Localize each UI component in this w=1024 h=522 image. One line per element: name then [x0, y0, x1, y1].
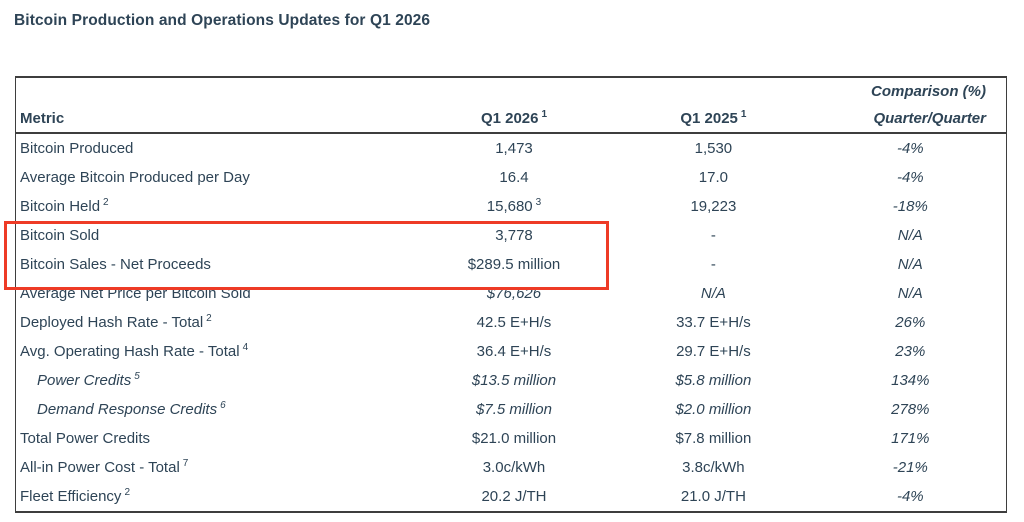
- q1-2025-cell: 19,223: [690, 198, 737, 215]
- comparison-cell: -4%: [896, 488, 924, 505]
- q1-2025-cell: $7.8 million: [675, 430, 752, 447]
- table-row-avg-operating-hash-rate: Avg. Operating Hash Rate - Total 4 36.4 E…: [16, 337, 1006, 366]
- q1-2025-cell: 3.8c/kWh: [682, 459, 745, 476]
- comparison-cell: -18%: [892, 198, 928, 215]
- q1-2025-cell: 21.0 J/TH: [680, 488, 746, 505]
- table-row-deployed-hash-rate: Deployed Hash Rate - Total 2 42.5 E+H/s 3…: [16, 308, 1006, 337]
- metric-cell: Total Power Credits: [20, 430, 151, 447]
- metric-column-header: Metric: [16, 104, 416, 134]
- comparison-header-line1: Comparison (%): [870, 82, 986, 100]
- metric-cell: Deployed Hash Rate - Total 2: [20, 313, 212, 332]
- q1-2026-cell: 3,778: [495, 227, 533, 244]
- comparison-cell: 134%: [891, 372, 930, 389]
- q1-2026-cell: 42.5 E+H/s: [476, 314, 552, 331]
- table-row-avg-bitcoin-per-day: Average Bitcoin Produced per Day 16.4 17…: [16, 163, 1006, 192]
- comparison-cell: N/A: [897, 256, 923, 273]
- q1-2026-cell: 36.4 E+H/s: [476, 343, 552, 360]
- table-row-avg-net-price: Average Net Price per Bitcoin Sold $76,6…: [16, 279, 1006, 308]
- q1-2025-cell: $2.0 million: [675, 401, 752, 418]
- comparison-cell: 23%: [895, 343, 926, 360]
- metric-cell: Bitcoin Sold: [20, 227, 100, 244]
- q1-2025-cell: 29.7 E+H/s: [676, 343, 751, 360]
- table-row-bitcoin-sold: Bitcoin Sold 3,778 - N/A: [16, 221, 1006, 250]
- table-row-bitcoin-sales-net-proceeds: Bitcoin Sales - Net Proceeds $289.5 mill…: [16, 250, 1006, 279]
- q1-2025-cell: 1,530: [694, 140, 733, 157]
- metric-cell: Bitcoin Produced: [20, 140, 134, 157]
- q1-2025-cell: 33.7 E+H/s: [676, 314, 751, 331]
- metrics-table: Comparison (%) Metric Q1 2026 1 Q1 2025 1 …: [15, 76, 1007, 513]
- table-row-bitcoin-produced: Bitcoin Produced 1,473 1,530 -4%: [16, 133, 1006, 163]
- q1-2026-cell: $76,626: [486, 285, 542, 302]
- q1-2026-cell: $13.5 million: [471, 372, 557, 389]
- table-row-fleet-efficiency: Fleet Efficiency 2 20.2 J/TH 21.0 J/TH -4…: [16, 482, 1006, 511]
- comparison-cell: -4%: [896, 140, 924, 157]
- comparison-cell: N/A: [897, 227, 923, 244]
- comparison-cell: N/A: [897, 285, 923, 302]
- comparison-cell: -4%: [896, 169, 924, 186]
- q1-2026-cell: $21.0 million: [471, 430, 557, 447]
- q1-2026-cell: $7.5 million: [476, 401, 552, 418]
- q1-2025-cell: -: [710, 227, 716, 244]
- q1-2026-column-header: Q1 2026 1: [415, 104, 613, 134]
- q1-2026-cell: 15,680 3: [486, 197, 542, 216]
- metric-cell: Demand Response Credits 6: [37, 400, 226, 419]
- comparison-cell: 26%: [895, 314, 926, 331]
- table-row-power-credits: Power Credits 5 $13.5 million $5.8 millio…: [16, 366, 1006, 395]
- header-row-1: Comparison (%): [16, 78, 1006, 104]
- comparison-cell: -21%: [892, 459, 928, 476]
- q1-2026-cell: 3.0c/kWh: [482, 459, 546, 476]
- q1-2026-cell: 20.2 J/TH: [481, 488, 547, 505]
- table-row-bitcoin-held: Bitcoin Held 2 15,680 3 19,223 -18%: [16, 192, 1006, 221]
- header-row-2: Metric Q1 2026 1 Q1 2025 1 Quarter/Quarter: [16, 104, 1006, 134]
- metric-cell: Bitcoin Sales - Net Proceeds: [20, 256, 211, 273]
- metric-cell: Power Credits 5: [37, 371, 140, 390]
- comparison-header-line2: Quarter/Quarter: [814, 104, 1006, 134]
- metric-cell: Bitcoin Held 2: [20, 197, 109, 216]
- comparison-cell: 171%: [891, 430, 930, 447]
- table-row-total-power-credits: Total Power Credits $21.0 million $7.8 m…: [16, 424, 1006, 453]
- q1-2025-cell: 17.0: [698, 169, 728, 186]
- q1-2025-cell: N/A: [700, 285, 726, 302]
- table-row-all-in-power-cost: All-in Power Cost - Total 7 3.0c/kWh 3.8c…: [16, 453, 1006, 482]
- q1-2026-cell: 16.4: [499, 169, 529, 186]
- q1-2026-cell: 1,473: [495, 140, 533, 157]
- metric-cell: Average Bitcoin Produced per Day: [20, 169, 250, 186]
- q1-2025-cell: $5.8 million: [675, 372, 752, 389]
- q1-2025-cell: -: [710, 256, 716, 273]
- comparison-cell: 278%: [891, 401, 930, 418]
- table-row-demand-response-credits: Demand Response Credits 6 $7.5 million $2…: [16, 395, 1006, 424]
- metric-cell: Fleet Efficiency 2: [20, 487, 130, 506]
- metric-cell: All-in Power Cost - Total 7: [20, 458, 189, 477]
- q1-2025-column-header: Q1 2025 1: [612, 104, 815, 134]
- page-title: Bitcoin Production and Operations Update…: [14, 12, 431, 29]
- metric-cell: Avg. Operating Hash Rate - Total 4: [20, 342, 249, 361]
- metric-cell: Average Net Price per Bitcoin Sold: [20, 285, 251, 302]
- q1-2026-cell: $289.5 million: [467, 256, 561, 273]
